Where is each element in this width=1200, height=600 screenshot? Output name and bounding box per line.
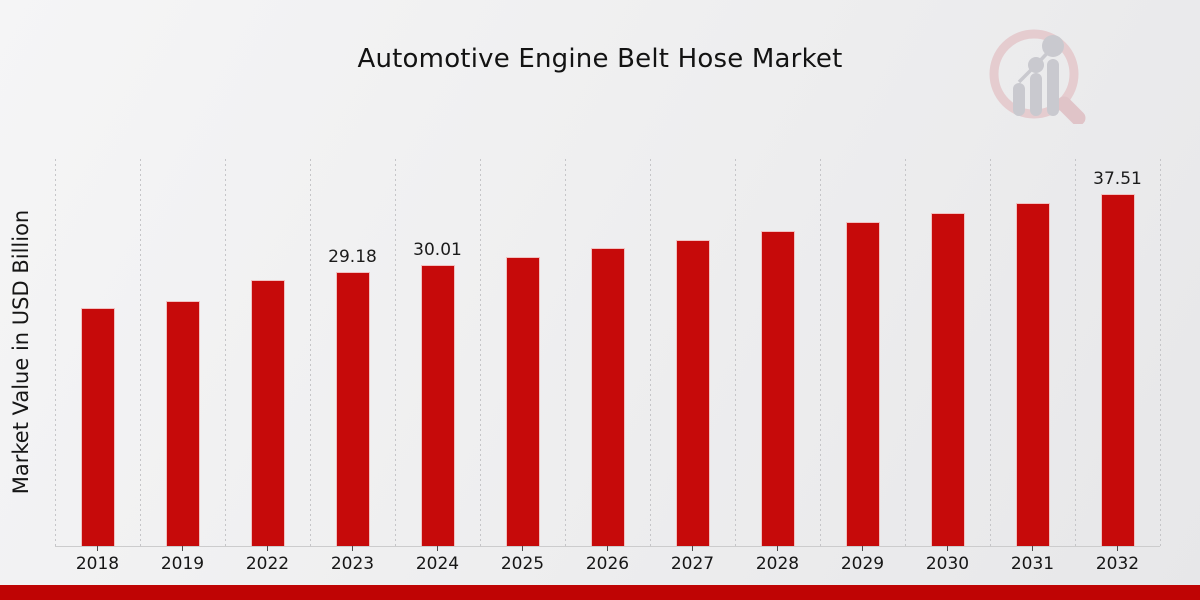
x-axis-tick-label: 2026 bbox=[585, 554, 630, 574]
x-axis-tick bbox=[777, 546, 778, 551]
x-axis-tick bbox=[182, 546, 183, 551]
x-axis-tick bbox=[607, 546, 608, 551]
bar-value-label: 30.01 bbox=[413, 239, 462, 260]
gridline bbox=[394, 159, 396, 546]
bar-2019 bbox=[165, 300, 200, 546]
bar-2029 bbox=[845, 222, 880, 546]
gridline bbox=[139, 159, 141, 546]
bar-2025 bbox=[505, 256, 540, 546]
bar-2027 bbox=[675, 239, 710, 546]
gridline bbox=[734, 159, 736, 546]
gridline bbox=[649, 159, 651, 546]
bar-2026 bbox=[590, 248, 625, 546]
x-axis-tick bbox=[1032, 546, 1033, 551]
x-axis-tick bbox=[862, 546, 863, 551]
gridline bbox=[309, 159, 311, 546]
bar-value-label: 37.51 bbox=[1093, 169, 1142, 190]
x-axis-tick bbox=[267, 546, 268, 551]
bar-2030 bbox=[930, 212, 965, 546]
bar-2031 bbox=[1015, 203, 1050, 546]
bar-2018 bbox=[80, 307, 115, 546]
x-axis-tick-label: 2019 bbox=[160, 554, 205, 574]
gridline bbox=[479, 159, 481, 546]
bar-2028 bbox=[760, 231, 795, 546]
chart-title: Automotive Engine Belt Hose Market bbox=[357, 44, 843, 74]
x-axis-tick-label: 2023 bbox=[330, 554, 375, 574]
x-axis-tick-label: 2024 bbox=[415, 554, 460, 574]
x-axis-tick-label: 2022 bbox=[245, 554, 290, 574]
bar-2032 bbox=[1100, 194, 1135, 546]
x-axis-tick bbox=[352, 546, 353, 551]
x-axis-tick bbox=[692, 546, 693, 551]
x-axis-tick-label: 2027 bbox=[670, 554, 715, 574]
bar-2023 bbox=[335, 272, 370, 546]
x-axis-tick-label: 2018 bbox=[75, 554, 120, 574]
x-axis-tick bbox=[1117, 546, 1118, 551]
plot-area: 2018 2019 2022 29.18 2023 30.01 2024 2025 2026 20… bbox=[54, 159, 1161, 574]
bar-value-label: 29.18 bbox=[328, 247, 377, 268]
gridline bbox=[819, 159, 821, 546]
bar-2024 bbox=[420, 264, 455, 546]
y-axis-label: Market Value in USD Billion bbox=[9, 209, 33, 495]
x-axis-tick bbox=[97, 546, 98, 551]
gridline bbox=[904, 159, 906, 546]
gridline bbox=[989, 159, 991, 546]
gridline bbox=[1074, 159, 1076, 546]
x-axis-tick-label: 2025 bbox=[500, 554, 545, 574]
x-axis-tick bbox=[947, 546, 948, 551]
x-axis-tick-label: 2031 bbox=[1010, 554, 1055, 574]
x-axis-tick-label: 2029 bbox=[840, 554, 885, 574]
x-axis-tick-label: 2028 bbox=[755, 554, 800, 574]
x-axis-tick bbox=[437, 546, 438, 551]
bottom-accent-bar bbox=[0, 585, 1200, 600]
x-axis-tick-label: 2032 bbox=[1095, 554, 1140, 574]
x-axis-tick bbox=[522, 546, 523, 551]
gridline bbox=[1159, 159, 1161, 546]
x-axis-tick-label: 2030 bbox=[925, 554, 970, 574]
bar-2022 bbox=[250, 280, 285, 546]
gridline bbox=[54, 159, 56, 546]
gridline bbox=[224, 159, 226, 546]
gridline bbox=[564, 159, 566, 546]
brand-logo-magnifier-chart-icon bbox=[989, 29, 1086, 124]
